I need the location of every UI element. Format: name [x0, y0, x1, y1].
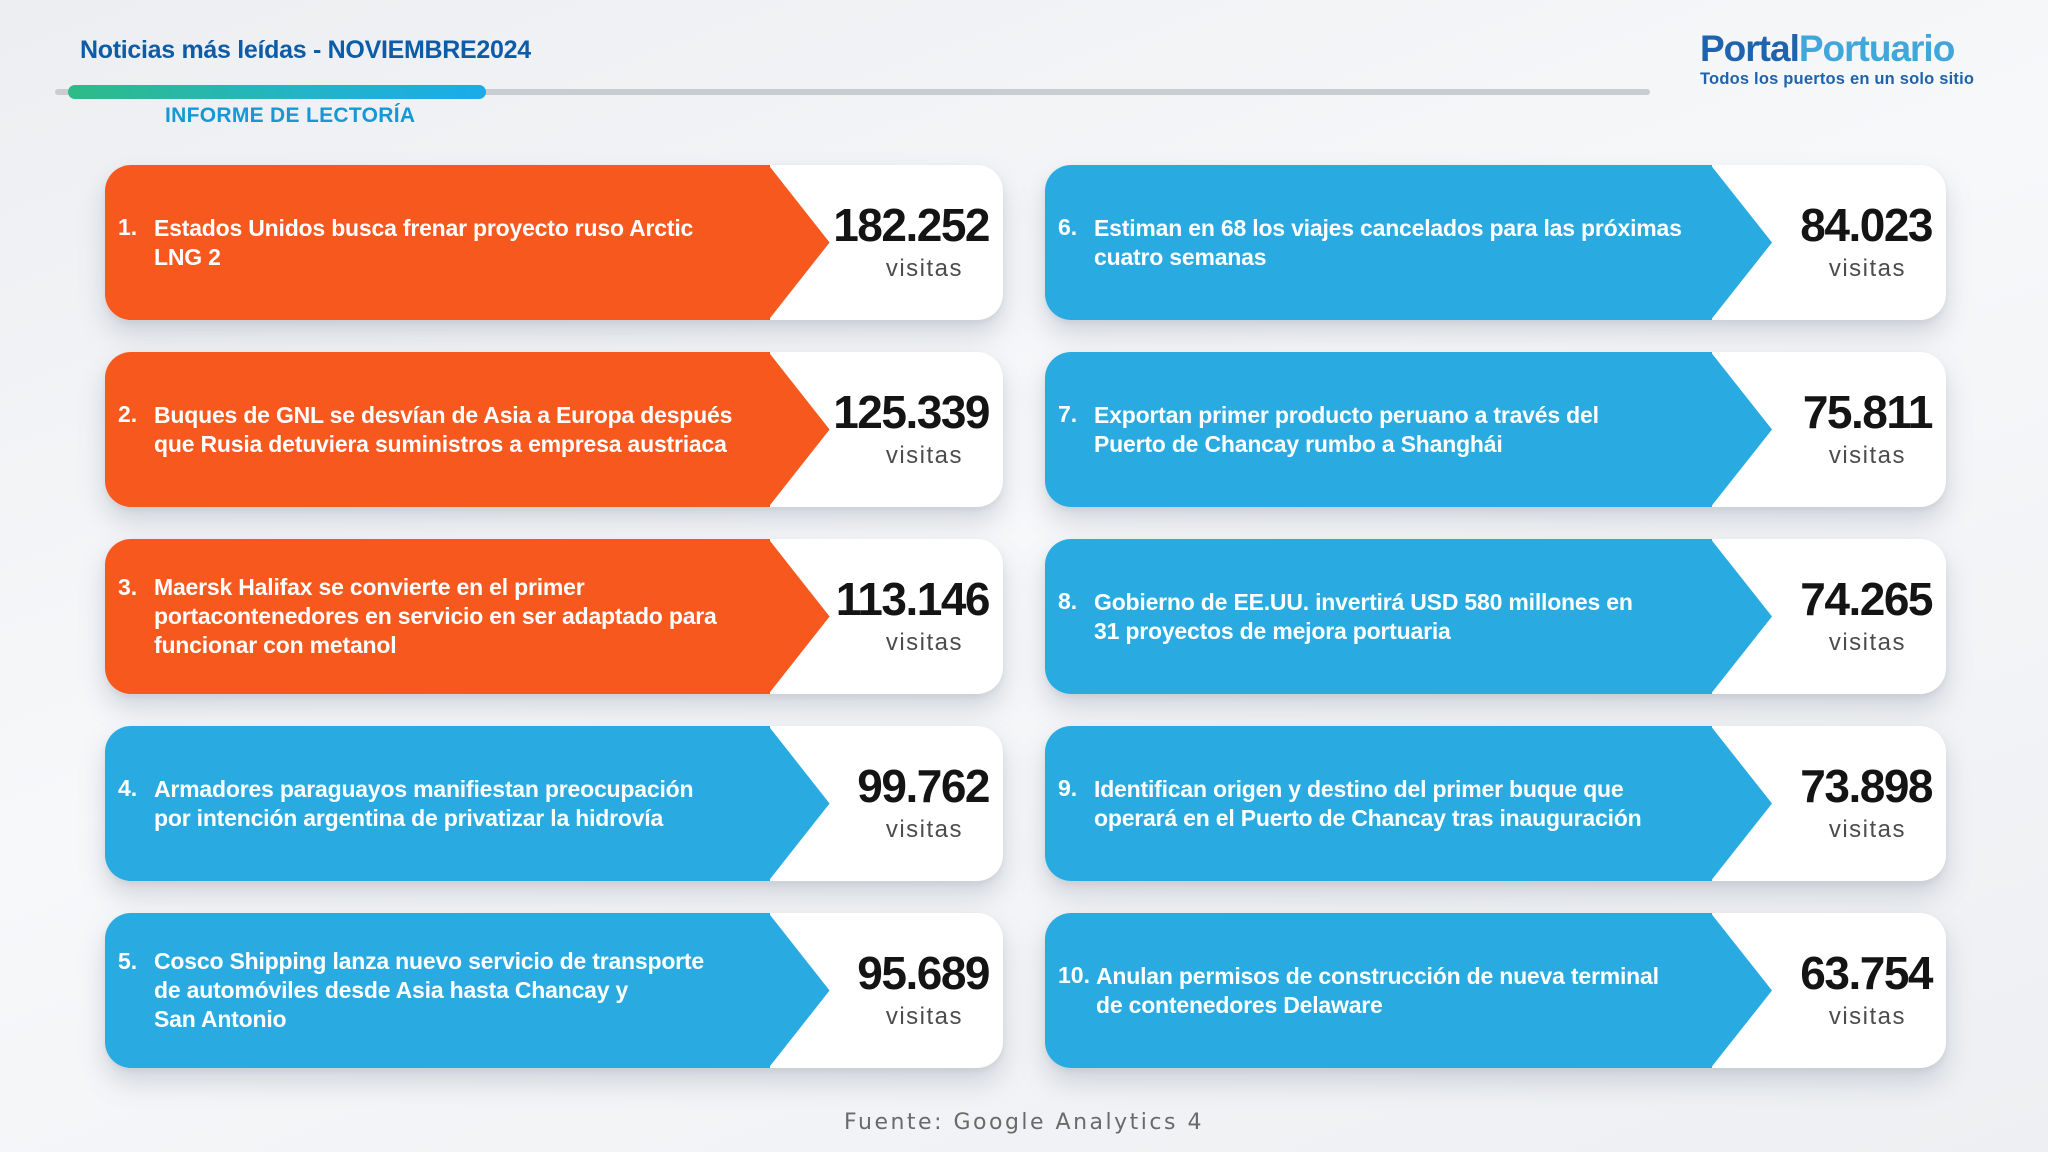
news-arrow-shape	[1045, 352, 1712, 507]
news-title: Exportan primer producto peruano a travé…	[1094, 401, 1599, 457]
news-card-8: 8. Gobierno de EE.UU. invertirá USD 580 …	[1045, 539, 1946, 694]
news-rank: 7.	[1058, 401, 1078, 427]
news-title: Armadores paraguayos manifiestan preocup…	[154, 775, 694, 831]
news-card-10: 10. Anulan permisos de construcción de n…	[1045, 913, 1946, 1068]
news-arrow-shape	[1045, 726, 1712, 881]
news-rank: 10.	[1058, 962, 1090, 988]
visit-count: 113.146	[835, 573, 991, 625]
visit-unit: visitas	[885, 816, 963, 843]
news-arrow-shape	[1045, 913, 1712, 1068]
visit-count: 73.898	[1800, 760, 1933, 812]
news-title: Anulan permisos de construcción de nueva…	[1095, 962, 1659, 1018]
visit-count: 75.811	[1802, 386, 1934, 438]
visit-unit: visitas	[1828, 255, 1906, 282]
visit-unit: visitas	[1828, 816, 1906, 843]
visit-count: 99.762	[857, 760, 990, 812]
brand-logo: PortalPortuario Todos los puertos en un …	[1700, 30, 2000, 88]
news-rank: 8.	[1058, 588, 1078, 614]
news-arrow-shape	[105, 539, 770, 694]
news-ranking-grid: 1. Estados Unidos busca frenar proyecto …	[105, 165, 1946, 1068]
news-title: Buques de GNL se desvían de Asia a Europ…	[154, 401, 733, 457]
brand-logo-part2: Portuario	[1798, 28, 1955, 69]
news-rank: 1.	[118, 214, 138, 240]
visit-count: 63.754	[1800, 947, 1933, 999]
brand-tagline: Todos los puertos en un solo sitio	[1700, 70, 1975, 88]
visit-count: 84.023	[1800, 199, 1933, 251]
news-arrow-shape	[105, 913, 770, 1068]
news-rank: 5.	[118, 948, 138, 974]
news-card-9: 9. Identifican origen y destino del prim…	[1045, 726, 1946, 881]
news-title: Estados Unidos busca frenar proyecto rus…	[154, 214, 694, 270]
news-rank: 4.	[118, 775, 138, 801]
news-arrow-shape	[105, 165, 770, 320]
news-arrow-shape	[105, 726, 770, 881]
visit-count: 95.689	[857, 947, 990, 999]
visit-unit: visitas	[885, 629, 963, 656]
page-title: Noticias más leídas - NOVIEMBRE2024	[80, 36, 531, 64]
news-card-1: 1. Estados Unidos busca frenar proyecto …	[105, 165, 1003, 320]
news-arrow-shape	[1045, 539, 1712, 694]
news-rank: 9.	[1058, 775, 1078, 801]
news-title: Cosco Shipping lanza nuevo servicio de t…	[154, 948, 704, 1032]
news-rank: 6.	[1058, 214, 1078, 240]
visit-unit: visitas	[1828, 442, 1906, 469]
news-arrow-shape	[105, 352, 770, 507]
report-subtitle: INFORME DE LECTORÍA	[165, 104, 416, 127]
news-card-7: 7. Exportan primer producto peruano a tr…	[1045, 352, 1946, 507]
visit-unit: visitas	[885, 442, 963, 469]
visit-unit: visitas	[885, 1003, 963, 1030]
news-card-6: 6. Estiman en 68 los viajes cancelados p…	[1045, 165, 1946, 320]
news-arrow-shape	[1045, 165, 1712, 320]
source-note: Fuente: Google Analytics 4	[844, 1110, 1204, 1135]
visit-count: 182.252	[833, 199, 990, 251]
news-title: Estiman en 68 los viajes cancelados para…	[1094, 214, 1682, 270]
brand-logo-text: PortalPortuario	[1700, 30, 2000, 67]
news-rank: 2.	[118, 401, 138, 427]
progress-gradient-bar	[68, 85, 486, 99]
news-card-5: 5. Cosco Shipping lanza nuevo servicio d…	[105, 913, 1003, 1068]
visit-unit: visitas	[1828, 629, 1906, 656]
visit-count: 125.339	[833, 386, 990, 438]
visit-unit: visitas	[1828, 1003, 1906, 1030]
progress-track	[55, 89, 1650, 95]
news-title: Identifican origen y destino del primer …	[1094, 775, 1642, 831]
news-card-2: 2. Buques de GNL se desvían de Asia a Eu…	[105, 352, 1003, 507]
news-title: Maersk Halifax se convierte en el primer…	[154, 574, 717, 658]
news-rank: 3.	[118, 574, 138, 600]
news-card-4: 4. Armadores paraguayos manifiestan preo…	[105, 726, 1003, 881]
visit-count: 74.265	[1800, 573, 1933, 625]
news-title: Gobierno de EE.UU. invertirá USD 580 mil…	[1094, 588, 1633, 644]
news-card-3: 3. Maersk Halifax se convierte en el pri…	[105, 539, 1003, 694]
brand-logo-part1: Portal	[1700, 28, 1800, 69]
visit-unit: visitas	[885, 255, 963, 282]
